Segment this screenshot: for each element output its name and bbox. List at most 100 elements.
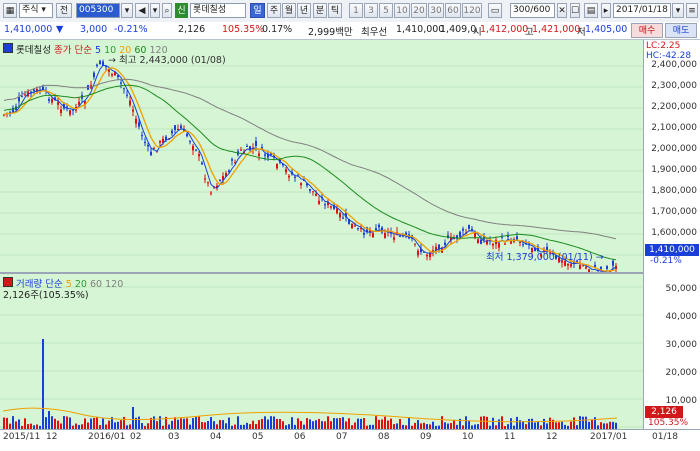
volume-bar (381, 419, 383, 429)
volume-chart-pane[interactable]: 거래량 단순 5 20 60 120 2,126주(105.35%) (0, 274, 643, 429)
candle-body (180, 126, 182, 129)
period-week-button[interactable]: 주 (267, 3, 281, 18)
count-input[interactable]: 300/600 (510, 3, 555, 18)
volume-bar (363, 418, 365, 429)
period-minute-button[interactable]: 분 (313, 3, 327, 18)
x-tick: 2017/01 (590, 432, 627, 442)
candle-body (339, 213, 341, 217)
volume-bar (312, 421, 314, 429)
candle-body (93, 73, 95, 77)
candle-body (159, 141, 161, 143)
volume-bar (339, 418, 341, 429)
chevron-down-icon-2[interactable]: ▾ (150, 3, 160, 18)
y-tick: 2,100,000 (651, 123, 697, 133)
period-year-button[interactable]: 년 (297, 3, 311, 18)
menu-icon[interactable]: ≡ (686, 3, 698, 18)
volume-bar (69, 418, 71, 429)
stock-name-field[interactable]: 롯데칠성 (190, 3, 246, 18)
candle-body (312, 191, 314, 192)
date-picker-icon[interactable]: ▾ (672, 3, 684, 18)
volume-bar (387, 420, 389, 429)
grid-icon[interactable]: ▦ (3, 3, 17, 18)
volume-bar (600, 422, 602, 429)
volume-bar (237, 416, 239, 429)
y-axis: LC:2.25 HC:-42.28 2,400,000 2,300,000 2,… (643, 40, 700, 429)
search-icon[interactable]: ⌕ (162, 3, 172, 18)
settings-icon[interactable]: ✕ (557, 3, 567, 18)
candle-body (417, 251, 419, 256)
volume-bar (408, 417, 410, 429)
arrow-icon[interactable]: ▸ (601, 3, 611, 18)
interval-10-button[interactable]: 10 (394, 3, 410, 18)
checkbox-icon[interactable]: ☐ (570, 3, 580, 18)
volume-bar (108, 421, 110, 429)
chart-title: 롯데칠성 (16, 45, 51, 56)
interval-3-button[interactable]: 3 (364, 3, 378, 18)
toolbar: ▦ 주식 ▾ 전 005300 ▾ ◀ ▾ ⌕ 신 롯데칠성 일 주 월 년 분… (0, 0, 700, 23)
candle-body (357, 228, 359, 229)
candle-body (150, 152, 152, 155)
volume-bar (138, 417, 140, 429)
candle-body (78, 102, 80, 105)
volume-bar (180, 418, 182, 429)
count-value: 300 (513, 5, 530, 15)
volume-bar (549, 418, 551, 429)
interval-20-button[interactable]: 20 (411, 3, 427, 18)
candle-body (240, 150, 242, 151)
x-tick: 2016/01 (88, 432, 125, 442)
volume-bar (609, 422, 611, 429)
chart-type-icon[interactable]: ▭ (488, 3, 502, 18)
x-tick: 11 (504, 432, 515, 442)
volume-bar (441, 416, 443, 429)
candle-body (141, 135, 143, 136)
volume-bar (51, 416, 53, 429)
candle-body (195, 150, 197, 151)
candle-body (258, 153, 260, 156)
volume-bar (198, 417, 200, 429)
candle-body (372, 233, 374, 237)
market-select[interactable]: 주식 ▾ (19, 3, 53, 18)
candle-body (147, 145, 149, 146)
date-input[interactable]: 2017/01/18 (613, 3, 671, 18)
period-day-button[interactable]: 일 (250, 3, 265, 18)
volume-bar (192, 418, 194, 429)
period-month-button[interactable]: 월 (282, 3, 296, 18)
interval-1-button[interactable]: 1 (349, 3, 363, 18)
speaker-icon[interactable]: ◀ (135, 3, 149, 18)
volume-bar (273, 417, 275, 429)
interval-5-button[interactable]: 5 (379, 3, 393, 18)
candle-body (498, 243, 500, 247)
volume-bar (585, 417, 587, 429)
interval-120-button[interactable]: 120 (462, 3, 482, 18)
volume-bar (516, 417, 518, 429)
code-input[interactable]: 005300 (76, 3, 120, 18)
volume-bar (453, 420, 455, 429)
candle-body (171, 131, 173, 133)
candle-body (231, 159, 233, 160)
candle-body (276, 164, 278, 168)
x-tick: 08 (378, 432, 389, 442)
candle-body (123, 88, 125, 89)
volume-bar (54, 419, 56, 429)
volume-bar (63, 416, 65, 429)
chevron-down-icon[interactable]: ▾ (121, 3, 133, 18)
volume-bar (582, 417, 584, 429)
candle-body (201, 163, 203, 164)
x-tick: 03 (168, 432, 179, 442)
calendar-icon[interactable]: ▤ (584, 3, 598, 18)
volume-bar (318, 419, 320, 429)
volume-bar (228, 418, 230, 429)
count-max: /600 (530, 5, 550, 15)
all-button[interactable]: 전 (56, 3, 72, 18)
moving-average-line (4, 68, 616, 271)
candle-body (96, 65, 98, 66)
sell-button[interactable]: 매도 (665, 23, 697, 38)
candle-body (132, 110, 134, 112)
buy-button[interactable]: 매수 (631, 23, 663, 38)
period-tick-button[interactable]: 틱 (328, 3, 342, 18)
price-chart-pane[interactable]: 롯데칠성 종가 단순 5 10 20 60 120 → 최고 2,443,000… (0, 40, 643, 272)
interval-30-button[interactable]: 30 (428, 3, 444, 18)
interval-60-button[interactable]: 60 (445, 3, 461, 18)
volume-bar (267, 420, 269, 429)
candle-body (57, 102, 59, 105)
